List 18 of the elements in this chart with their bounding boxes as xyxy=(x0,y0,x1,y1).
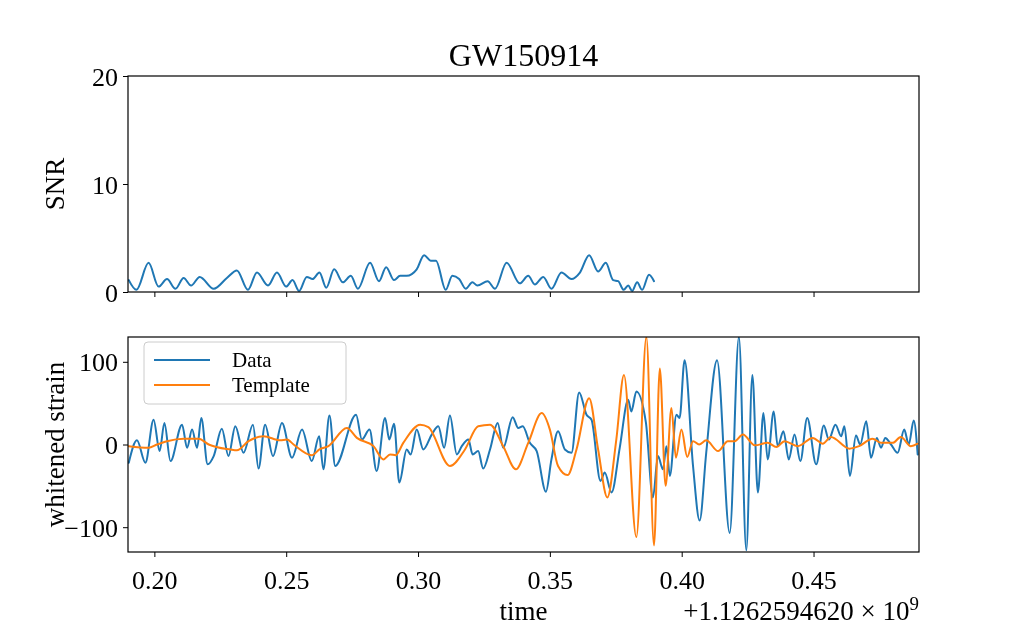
x-tick-label: 0.25 xyxy=(263,565,310,595)
chart-title: GW150914 xyxy=(448,37,599,73)
legend-label: Data xyxy=(232,348,273,373)
y-axis-title: SNR xyxy=(40,157,70,211)
line-series xyxy=(128,254,656,292)
y-tick-label: 0 xyxy=(105,278,118,308)
x-axis-title: time xyxy=(499,596,548,626)
x-tick-label: 0.40 xyxy=(659,565,705,595)
x-tick-label: 0.30 xyxy=(395,565,442,595)
y-tick-label: 100 xyxy=(79,348,118,378)
x-tick-label: 0.45 xyxy=(791,565,837,595)
legend-label: Template xyxy=(232,373,310,398)
x-tick-label: 0.20 xyxy=(132,565,178,595)
y-tick-label: 20 xyxy=(92,62,118,92)
y-tick-label: 0 xyxy=(105,431,118,461)
text: +1.1262594620 × 10$^{9}$ xyxy=(683,592,919,626)
x-tick-label: 0.35 xyxy=(527,565,574,595)
y-tick-label: 10 xyxy=(92,170,118,200)
